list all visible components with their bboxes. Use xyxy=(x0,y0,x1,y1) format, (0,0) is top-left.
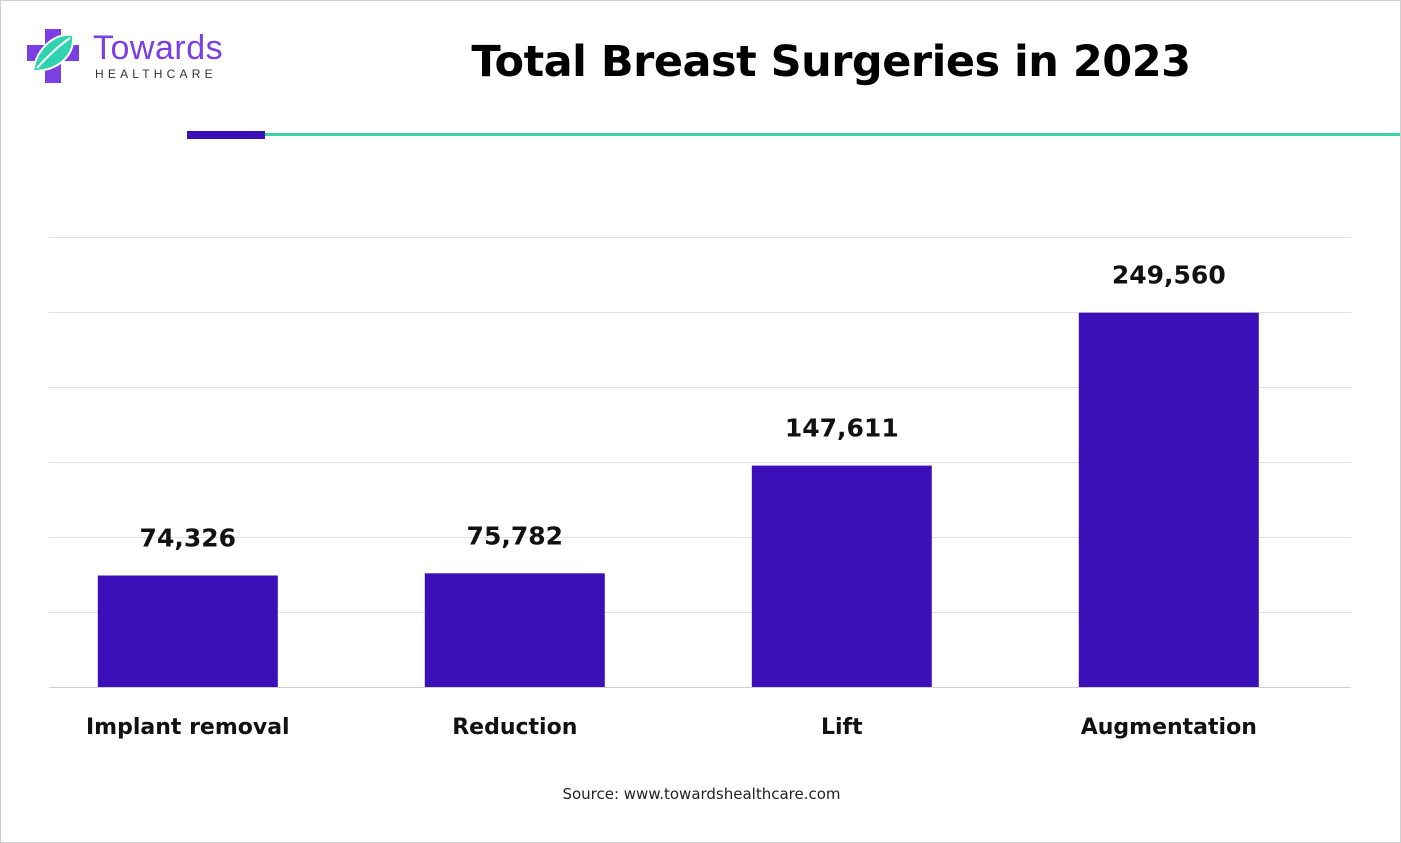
title-underline-rule xyxy=(265,133,1400,136)
brand-subtitle: HEALTHCARE xyxy=(95,67,217,81)
value-label-2: 147,611 xyxy=(785,414,899,443)
value-label-3: 249,560 xyxy=(1112,261,1226,290)
source-note: Source: www.towardshealthcare.com xyxy=(562,785,841,803)
value-label-0: 74,326 xyxy=(140,524,236,553)
medical-cross-leaf-icon xyxy=(27,29,79,83)
category-label-1: Reduction xyxy=(452,715,577,740)
chart-title: Total Breast Surgeries in 2023 xyxy=(471,37,1191,87)
brand-name: Towards xyxy=(93,29,224,67)
bar-1 xyxy=(424,573,605,687)
title-underline-accent xyxy=(187,131,265,139)
value-label-1: 75,782 xyxy=(467,521,563,550)
bar-0 xyxy=(97,575,278,687)
brand-logo xyxy=(23,25,243,87)
category-label-2: Lift xyxy=(821,715,863,740)
category-label-3: Augmentation xyxy=(1081,715,1257,740)
bar-2 xyxy=(751,465,932,687)
bar-3 xyxy=(1078,312,1259,687)
category-label-0: Implant removal xyxy=(86,715,290,740)
